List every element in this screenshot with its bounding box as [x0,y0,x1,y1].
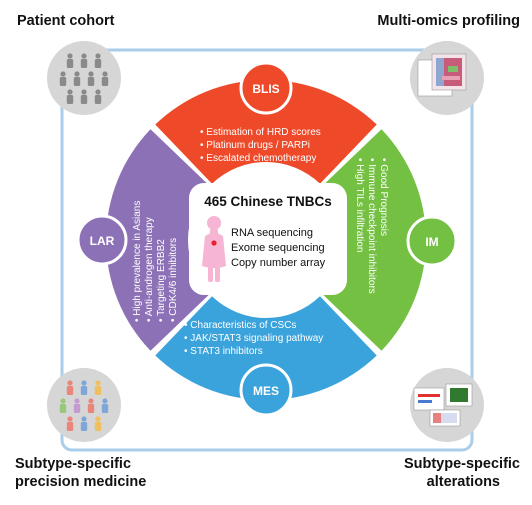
alterations-title-line1: Subtype-specific [404,456,520,472]
precision-title-line1: Subtype-specific [15,456,131,472]
center-title: 465 Chinese TNBCs [204,194,332,209]
blis-item: • Estimation of HRD scores [200,127,321,138]
method-cna: Copy number array [231,257,326,269]
alterations-title-line2: alterations [427,474,500,490]
blis-list: • Estimation of HRD scores • Platinum dr… [200,127,321,164]
lar-list: • High prevalence in Asians • Anti-andro… [132,201,179,322]
mes-quadrant [155,296,377,400]
lar-label: LAR [90,234,115,248]
cohort-title: Patient cohort [17,13,115,29]
blis-quadrant [155,79,377,184]
lar-label-circle: LAR [76,214,128,266]
im-item: • High TILs infiltration [354,158,365,252]
method-rna: RNA sequencing [231,227,313,239]
im-label-circle: IM [406,215,458,267]
mes-list: • Characteristics of CSCs • JAK/STAT3 si… [184,320,323,357]
omics-title: Multi-omics profiling [377,13,520,29]
blis-label: BLIS [252,82,279,96]
lar-item: • CDK4/6 inhibitors [168,238,179,322]
cohort-circle [47,41,121,115]
im-item: • Good Prognosis [378,158,389,236]
lar-item: • High prevalence in Asians [132,201,143,322]
im-label: IM [425,235,438,249]
patient-woman-icon [202,216,226,282]
im-item: • Immune checkpoint inhibitors [366,158,377,294]
lar-item: • Targeting ERBB2 [156,239,167,322]
omics-heatmap-icon [417,53,467,97]
blis-item: • Escalated chemotherapy [200,153,316,164]
im-list: • High TILs infiltration • Immune checkp… [354,158,389,294]
mes-item: • STAT3 inhibitors [184,346,263,357]
mes-label-circle: MES [239,363,293,417]
blis-item: • Platinum drugs / PARPi [200,140,310,151]
mes-item: • Characteristics of CSCs [184,320,296,331]
outer-frame [60,48,474,452]
precision-circle [47,368,121,442]
precision-title-line2: precision medicine [15,474,146,490]
im-quadrant [322,129,426,351]
center-box [189,183,347,295]
cohort-people-icon [59,53,109,104]
alterations-plots-icon [413,383,473,427]
precision-people-icon [59,380,109,431]
mes-item: • JAK/STAT3 signaling pathway [184,333,323,344]
lar-quadrant [105,129,210,351]
mes-label: MES [253,384,279,398]
blis-label-circle: BLIS [239,61,293,115]
lar-item: • Anti-androgen therapy [144,217,155,322]
method-exome: Exome sequencing [231,242,325,254]
